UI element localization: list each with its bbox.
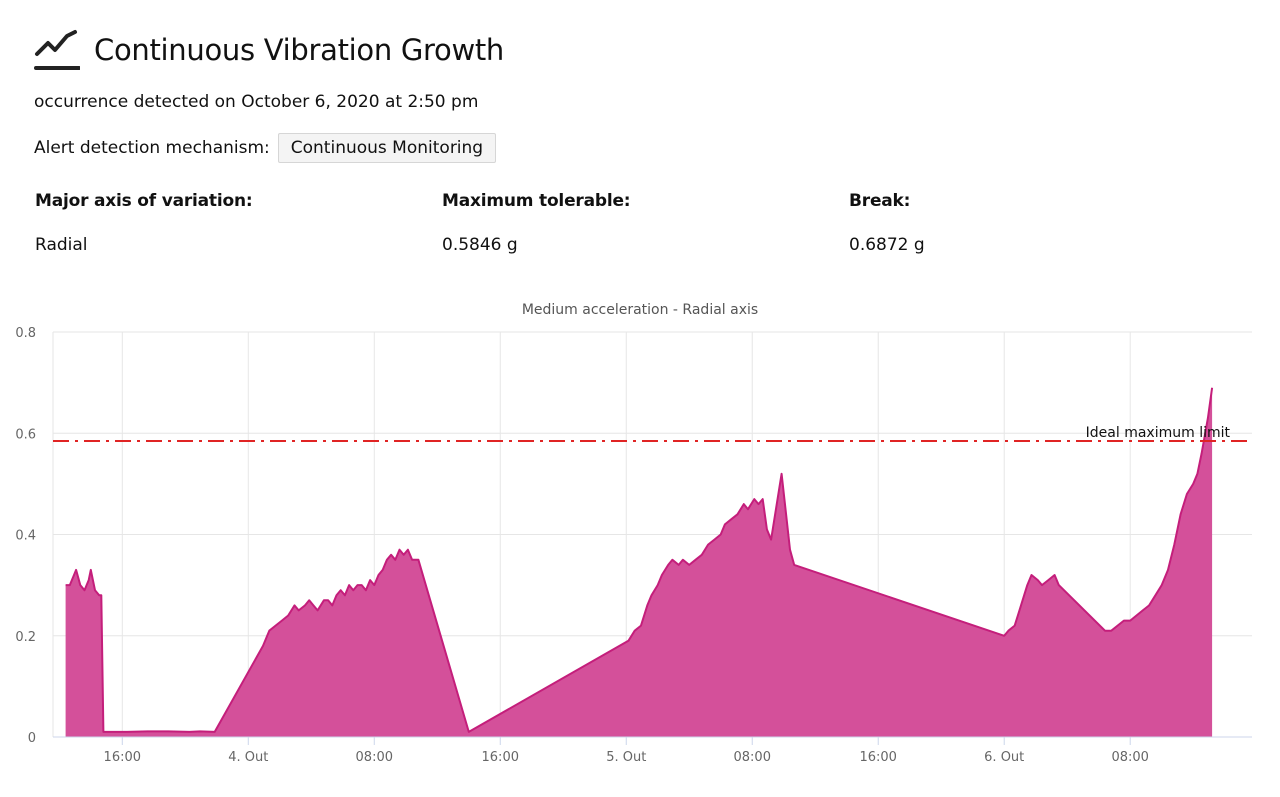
y-tick-label: 0.8: [15, 326, 36, 341]
acceleration-chart: Medium acceleration - Radial axis Ideal …: [15, 302, 1252, 765]
stat-value: Radial: [35, 235, 88, 255]
x-tick-label: 16:00: [104, 750, 141, 765]
series-line: [65, 387, 1214, 733]
limit-label: Ideal maximum limit: [1086, 425, 1231, 441]
stat-maximum-tolerable: Maximum tolerable: 0.5846 g: [442, 191, 631, 255]
chart-title: Medium acceleration - Radial axis: [522, 302, 758, 318]
stat-break: Break: 0.6872 g: [849, 191, 925, 255]
stat-value: 0.6872 g: [849, 235, 925, 255]
y-tick-label: 0: [28, 731, 36, 746]
stat-value: 0.5846 g: [442, 235, 518, 255]
x-tick-label: 16:00: [482, 750, 519, 765]
occurrence-text: occurrence detected on October 6, 2020 a…: [34, 92, 479, 112]
stat-major-axis: Major axis of variation: Radial: [35, 191, 253, 255]
x-tick-label: 6. Out: [984, 750, 1024, 765]
stat-label: Maximum tolerable:: [442, 191, 631, 211]
alert-header: Continuous Vibration Growth: [34, 28, 504, 72]
mechanism-value-box: Continuous Monitoring: [277, 133, 497, 163]
line-chart-icon: [34, 30, 80, 70]
stat-label: Major axis of variation:: [35, 191, 253, 211]
x-tick-label: 16:00: [859, 750, 896, 765]
x-tick-label: 5. Out: [606, 750, 646, 765]
y-tick-label: 0.6: [15, 427, 36, 442]
x-tick-label: 08:00: [1111, 750, 1148, 765]
mechanism-label: Alert detection mechanism:: [34, 138, 270, 158]
alert-title: Continuous Vibration Growth: [94, 33, 505, 67]
series-area: [65, 387, 1213, 737]
stat-label: Break:: [849, 191, 911, 211]
x-tick-label: 08:00: [734, 750, 771, 765]
y-tick-label: 0.4: [15, 529, 36, 544]
x-tick-label: 08:00: [356, 750, 393, 765]
x-tick-label: 4. Out: [228, 750, 268, 765]
mechanism-row: Alert detection mechanism: Continuous Mo…: [34, 133, 497, 163]
y-tick-label: 0.2: [15, 630, 36, 645]
